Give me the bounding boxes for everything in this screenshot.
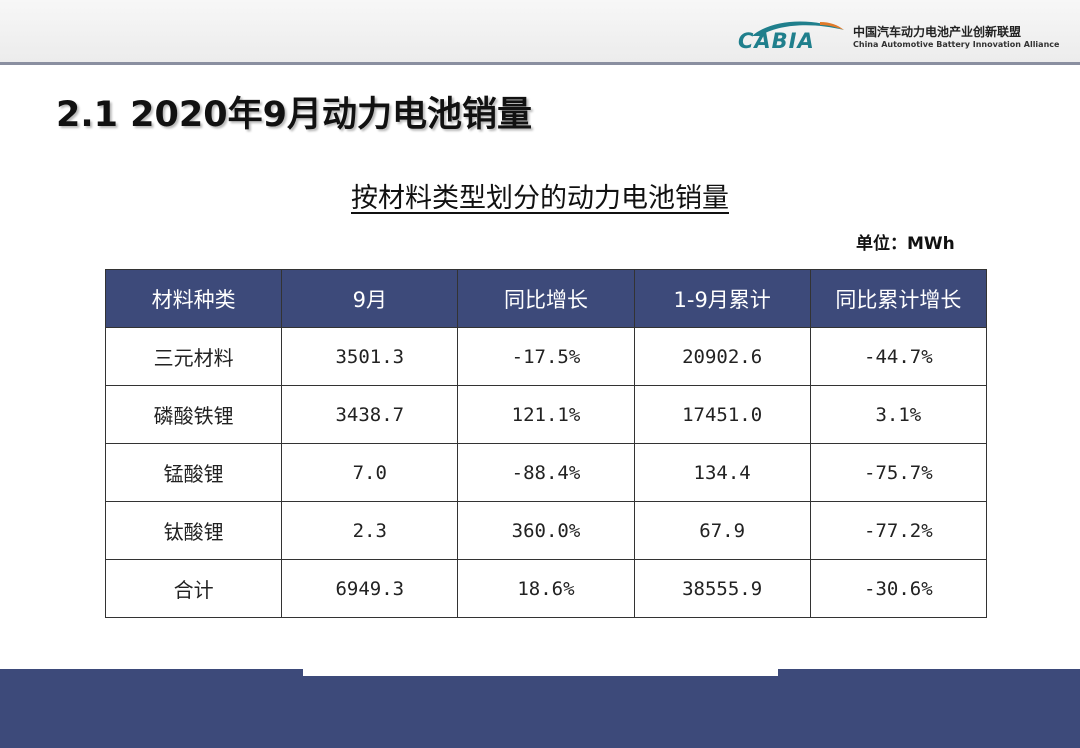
header-divider xyxy=(0,62,1080,65)
column-header: 材料种类 xyxy=(104,269,283,328)
value-cell: -77.2% xyxy=(809,501,988,560)
header-band xyxy=(0,0,1080,62)
table-row: 钛酸锂 2.3 360.0% 67.9 -77.2% xyxy=(104,501,988,560)
value-cell: -17.5% xyxy=(457,327,635,386)
slide-title: 2.1 2020年9月动力电池销量 xyxy=(56,95,532,135)
table-title-wrap: 按材料类型划分的动力电池销量 xyxy=(0,176,1080,215)
sales-table: 材料种类 9月 同比增长 1-9月累计 同比累计增长 三元材料 3501.3 -… xyxy=(104,269,988,618)
org-name-en: China Automotive Battery Innovation Alli… xyxy=(853,40,1060,49)
material-cell: 合计 xyxy=(104,559,283,618)
value-cell: 2.3 xyxy=(281,501,459,560)
column-header: 9月 xyxy=(281,269,459,328)
value-cell: 20902.6 xyxy=(633,327,811,386)
table-row: 合计 6949.3 18.6% 38555.9 -30.6% xyxy=(104,559,988,618)
logo-wordmark: CABIA xyxy=(738,29,815,53)
cabia-logo: CABIA xyxy=(738,14,848,54)
value-cell: 6949.3 xyxy=(281,559,459,618)
value-cell: -44.7% xyxy=(809,327,988,386)
value-cell: 360.0% xyxy=(457,501,635,560)
value-cell: 121.1% xyxy=(457,385,635,444)
value-cell: 38555.9 xyxy=(633,559,811,618)
footer-accent-left xyxy=(0,669,303,677)
org-name-cn: 中国汽车动力电池产业创新联盟 xyxy=(853,25,1022,39)
value-cell: -75.7% xyxy=(809,443,988,502)
value-cell: -30.6% xyxy=(809,559,988,618)
value-cell: 67.9 xyxy=(633,501,811,560)
column-header: 同比增长 xyxy=(457,269,635,328)
value-cell: -88.4% xyxy=(457,443,635,502)
table-row: 三元材料 3501.3 -17.5% 20902.6 -44.7% xyxy=(104,327,988,386)
footer-accent-right xyxy=(778,669,1080,677)
value-cell: 3.1% xyxy=(809,385,988,444)
table-row: 磷酸铁锂 3438.7 121.1% 17451.0 3.1% xyxy=(104,385,988,444)
material-cell: 磷酸铁锂 xyxy=(104,385,283,444)
unit-label: 单位：MWh xyxy=(856,234,955,254)
material-cell: 锰酸锂 xyxy=(104,443,283,502)
value-cell: 134.4 xyxy=(633,443,811,502)
footer-accent xyxy=(0,669,1080,677)
footer-band xyxy=(0,676,1080,748)
column-header: 1-9月累计 xyxy=(633,269,811,328)
column-header: 同比累计增长 xyxy=(809,269,988,328)
value-cell: 18.6% xyxy=(457,559,635,618)
value-cell: 7.0 xyxy=(281,443,459,502)
material-cell: 三元材料 xyxy=(104,327,283,386)
table-header-row: 材料种类 9月 同比增长 1-9月累计 同比累计增长 xyxy=(104,269,988,328)
car-swoosh-icon xyxy=(752,21,844,36)
table-title: 按材料类型划分的动力电池销量 xyxy=(351,183,729,214)
material-cell: 钛酸锂 xyxy=(104,501,283,560)
value-cell: 3501.3 xyxy=(281,327,459,386)
value-cell: 3438.7 xyxy=(281,385,459,444)
value-cell: 17451.0 xyxy=(633,385,811,444)
table-row: 锰酸锂 7.0 -88.4% 134.4 -75.7% xyxy=(104,443,988,502)
